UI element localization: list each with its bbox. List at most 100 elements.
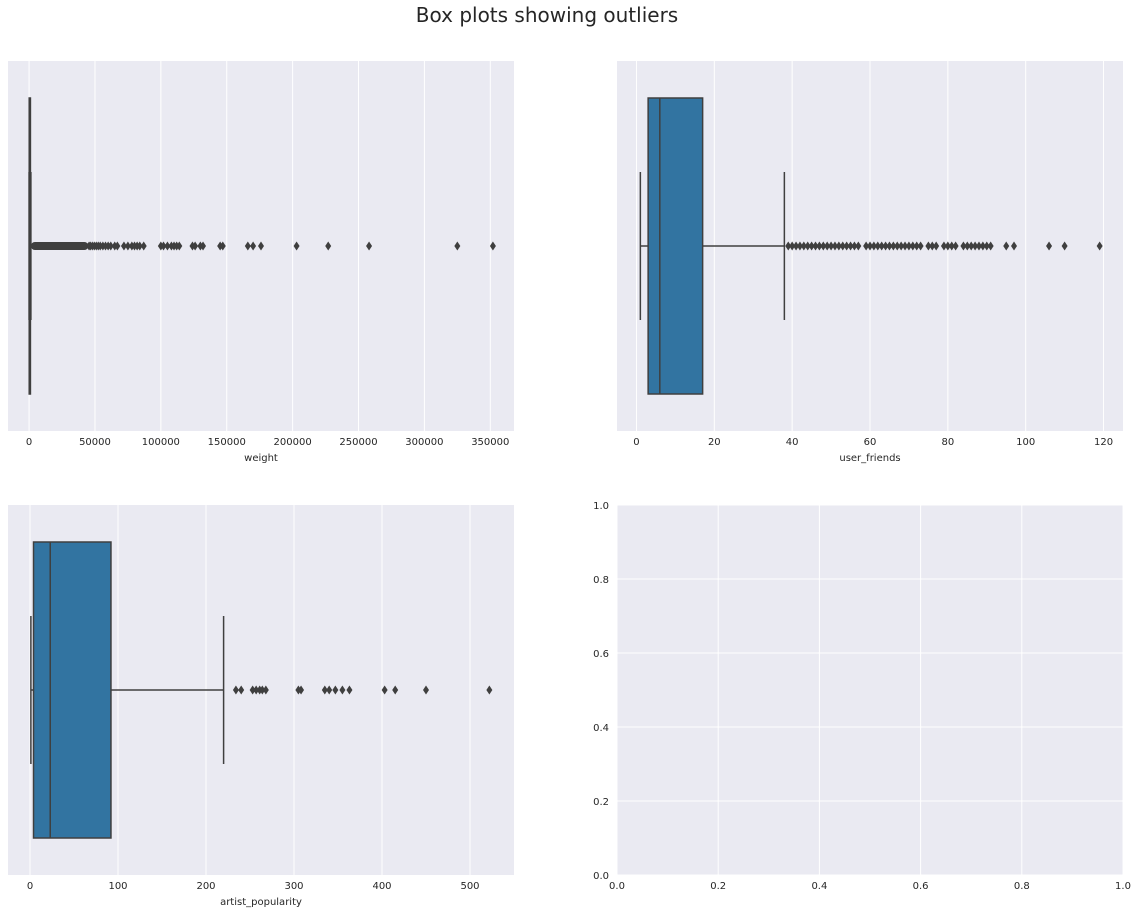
outlier-point [964, 241, 971, 251]
x-axis-label: artist_popularity [220, 897, 302, 908]
outlier-point [851, 241, 858, 251]
outlier-point [114, 241, 121, 251]
y-tick-label: 0.2 [593, 797, 609, 808]
outlier-point [107, 241, 114, 251]
x-tick-label: 500 [460, 881, 479, 892]
outlier-point [253, 685, 260, 695]
artist-popularity-boxplot-axes: 0 100 200 300 400 500 artist_popularity [8, 505, 514, 908]
outlier-point [975, 241, 982, 251]
x-tick-label: 100 [1016, 437, 1035, 448]
x-tick-label: 200000 [274, 437, 312, 448]
outlier-point [1003, 241, 1010, 251]
iqr-box [32, 541, 112, 839]
outlier-point [793, 241, 800, 251]
outlier-point [1046, 241, 1053, 251]
outlier-point [863, 241, 870, 251]
outlier-point [120, 241, 127, 251]
outlier-point [909, 241, 916, 251]
x-tick-label: 200 [196, 881, 215, 892]
x-tick-label: 0.4 [811, 881, 827, 892]
outlier-point [855, 241, 862, 251]
outlier-point [381, 685, 388, 695]
outlier-point [796, 241, 803, 251]
x-tick-label: 300000 [405, 437, 443, 448]
outlier-point [952, 241, 959, 251]
outlier-point [882, 241, 889, 251]
weight-boxplot-axes: 0 50000 100000 150000 200000 250000 300000 3500… [8, 61, 514, 464]
outlier-point [905, 241, 912, 251]
outlier-point [262, 685, 269, 695]
outlier-point [979, 241, 986, 251]
y-tick-label: 0.8 [593, 575, 609, 586]
outlier-point [486, 685, 493, 695]
outlier-point [423, 685, 429, 695]
y-tick-label: 0.4 [593, 723, 609, 734]
x-tick-label: 0 [26, 437, 32, 448]
y-tick-label: 0.0 [593, 871, 609, 882]
outlier-point [238, 685, 245, 695]
x-tick-label: 1.0 [1115, 881, 1131, 892]
x-tick-label: 40 [786, 437, 799, 448]
x-tick-label: 0 [27, 881, 33, 892]
outlier-point [232, 685, 239, 695]
outlier-point [902, 241, 909, 251]
outlier-point [804, 241, 811, 251]
outlier-point [219, 241, 226, 251]
outlier-point [326, 685, 333, 695]
outlier-point [812, 241, 819, 251]
outlier-point [867, 241, 873, 251]
x-tick-label: 80 [941, 437, 954, 448]
outlier-point [800, 241, 807, 251]
outlier-point [1096, 241, 1103, 251]
outlier-point [929, 241, 936, 251]
outlier-point [298, 685, 305, 695]
x-tick-label: 100000 [142, 437, 180, 448]
x-tick-label: 60 [864, 437, 877, 448]
outlier-point [894, 241, 901, 251]
outlier-point [925, 241, 932, 251]
outlier-point [200, 241, 207, 251]
outlier-point [820, 241, 827, 251]
x-tick-label: 20 [708, 437, 721, 448]
outlier-point [983, 241, 990, 251]
figure-title: Box plots showing outliers [416, 3, 678, 27]
x-tick-label: 150000 [208, 437, 246, 448]
iqr-box [647, 97, 704, 395]
outlier-point [785, 241, 792, 251]
outlier-point [960, 241, 967, 251]
outlier-point [332, 685, 339, 695]
outlier-point [824, 241, 831, 251]
outlier-point [1061, 241, 1068, 251]
outlier-point [192, 241, 199, 251]
outlier-point [933, 241, 940, 251]
outlier-point [948, 241, 955, 251]
outlier-point [886, 241, 893, 251]
outlier-point [392, 685, 399, 695]
outlier-point [366, 241, 373, 251]
outlier-point [160, 241, 167, 251]
outlier-point [835, 241, 842, 251]
outlier-point [839, 241, 846, 251]
outlier-point [321, 685, 328, 695]
outlier-point [831, 241, 838, 251]
outlier-point [124, 241, 131, 251]
x-tick-label: 350000 [471, 437, 509, 448]
x-axis-label: weight [244, 453, 278, 464]
outlier-point [454, 241, 461, 251]
outlier-point [816, 241, 823, 251]
outlier-point [293, 241, 300, 251]
outlier-point [250, 241, 257, 251]
outlier-point [968, 241, 975, 251]
outlier-point [339, 685, 346, 695]
user-friends-boxplot-axes: 0 20 40 60 80 100 120 user_friends [617, 61, 1123, 464]
x-tick-label: 400 [372, 881, 391, 892]
outlier-point [843, 241, 850, 251]
outlier-point [874, 241, 881, 251]
outlier-point [870, 241, 877, 251]
x-tick-label: 0.0 [609, 881, 625, 892]
outlier-point [325, 241, 332, 251]
x-axis-label: user_friends [839, 453, 900, 464]
outlier-point [878, 241, 885, 251]
outlier-point [944, 241, 951, 251]
